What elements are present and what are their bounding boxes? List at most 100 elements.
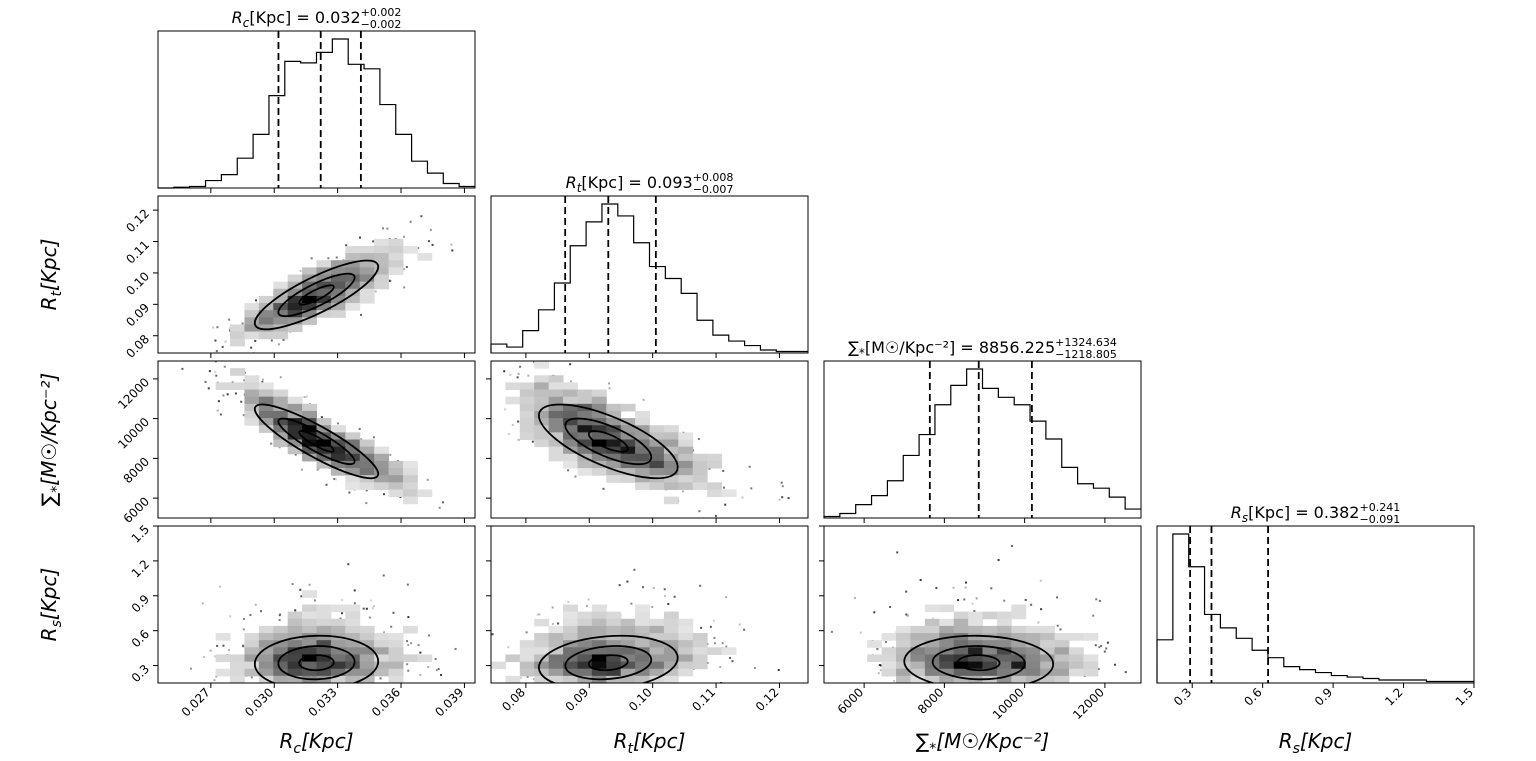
density-cell — [968, 625, 983, 634]
density-cell — [316, 604, 332, 613]
density-cell — [273, 295, 289, 304]
density-cell — [388, 654, 404, 663]
density-cell — [548, 453, 564, 462]
histogram-step-line — [823, 368, 1141, 518]
density-cell — [635, 618, 650, 627]
density-cell — [519, 668, 535, 677]
scatter-point — [204, 380, 207, 383]
density-cell — [287, 633, 303, 641]
density-cell — [1025, 675, 1041, 683]
density-cell — [577, 618, 593, 627]
density-cell — [939, 654, 955, 663]
scatter-point — [555, 347, 557, 349]
density-cell — [534, 618, 550, 627]
scatter-point — [1106, 641, 1109, 644]
scatter-point — [1100, 645, 1103, 648]
density-cell — [548, 396, 564, 405]
density-cell — [273, 410, 289, 419]
density-cell — [330, 468, 346, 476]
scatter-point — [754, 667, 757, 670]
density-cell — [924, 640, 940, 648]
axes-frame — [490, 195, 809, 354]
density-cell — [316, 418, 332, 426]
contour-line — [587, 654, 629, 672]
scatter-point — [241, 644, 244, 647]
density-cell — [244, 310, 260, 318]
scatter-point — [374, 290, 377, 293]
density-cell — [910, 640, 926, 648]
density-cell — [273, 675, 289, 683]
density-cell — [563, 604, 578, 613]
scatter-point — [590, 689, 592, 691]
scatter-point — [190, 667, 193, 670]
density-cell — [620, 446, 636, 455]
scatter-point — [250, 346, 253, 349]
hist-title-rc: Rc[Kpc] = 0.032+0.002 −0.002 — [232, 6, 402, 31]
density-cell — [563, 611, 578, 620]
density-cell — [663, 432, 679, 440]
density-cell — [287, 324, 303, 333]
scatter-point — [335, 256, 338, 259]
density-cell — [273, 331, 289, 340]
scatter-point — [714, 514, 717, 517]
density-cell — [1011, 675, 1027, 683]
density-cell — [1068, 668, 1084, 677]
density-cell — [620, 668, 636, 677]
contour-line — [277, 417, 356, 466]
density-cell — [591, 625, 607, 634]
scatter-point — [224, 340, 227, 343]
density-cell — [678, 618, 694, 627]
density-cell — [519, 647, 535, 655]
x-tick-label: 0.09 — [563, 685, 592, 714]
scatter-point — [242, 628, 245, 631]
scatter-point — [303, 395, 306, 398]
scatter-point — [434, 657, 437, 660]
density-cell — [374, 647, 390, 655]
density-cell — [563, 410, 578, 419]
scatter-point — [587, 598, 590, 601]
density-cell — [491, 661, 506, 670]
scatter-point — [317, 467, 320, 470]
density-cell — [548, 410, 564, 419]
density-cell — [519, 382, 535, 391]
density-cell — [620, 647, 636, 655]
density-cell — [316, 288, 332, 297]
contour-line — [253, 259, 380, 331]
density-cell — [591, 604, 607, 613]
scatter-point — [932, 617, 935, 620]
density-cell — [374, 260, 390, 268]
density-cell — [244, 640, 260, 648]
scatter-point — [392, 611, 395, 614]
histogram-step-line — [490, 203, 808, 353]
density-cell — [345, 475, 361, 483]
scatter-point — [905, 590, 908, 593]
density-cell — [388, 260, 404, 268]
scatter-point — [402, 268, 405, 271]
hist-bar — [1125, 509, 1141, 518]
scatter-point — [557, 622, 560, 625]
density-cell — [345, 611, 361, 620]
density-cell — [968, 611, 983, 620]
scatter-point — [207, 387, 210, 390]
hist-bar — [364, 69, 380, 188]
density-cell — [302, 590, 317, 598]
density-cell — [692, 661, 708, 670]
density-cell — [663, 633, 679, 641]
density-cell — [258, 668, 274, 677]
scatter-point — [714, 642, 717, 645]
density-cell — [548, 668, 564, 677]
density-cell — [273, 640, 289, 648]
density-cell — [302, 439, 317, 448]
density-cell — [287, 647, 303, 655]
y-axis-label-rt: Rt[Kpc] — [37, 239, 65, 311]
scatter-point — [222, 394, 225, 397]
density-cell — [345, 446, 361, 455]
density-cell — [287, 403, 303, 412]
x-tick-label: 1.5 — [1453, 685, 1476, 708]
density-cell — [606, 410, 622, 419]
scatter-point — [608, 387, 611, 390]
density-cell — [924, 668, 940, 677]
scatter-point — [203, 656, 206, 659]
density-cell — [505, 675, 521, 683]
scatter-point — [751, 521, 753, 523]
